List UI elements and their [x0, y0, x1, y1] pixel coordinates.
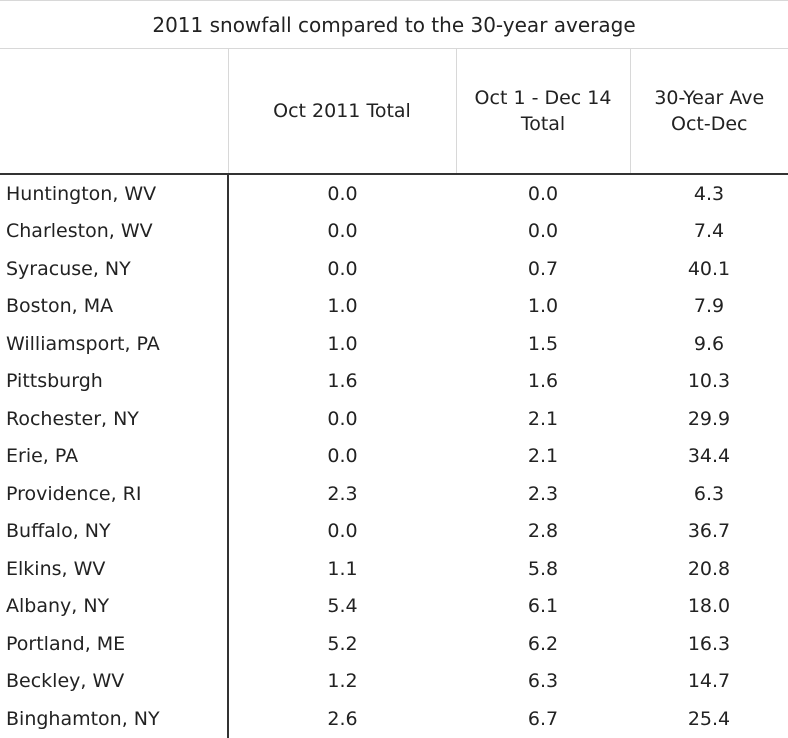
table-row: Providence, RI 2.3 2.3 6.3 — [0, 475, 788, 513]
title-row: 2011 snowfall compared to the 30-year av… — [0, 0, 788, 49]
city-cell: Pittsburgh — [0, 362, 229, 400]
table-row: Charleston, WV 0.0 0.0 7.4 — [0, 212, 788, 250]
table-row: Huntington, WV 0.0 0.0 4.3 — [0, 174, 788, 213]
table-title: 2011 snowfall compared to the 30-year av… — [0, 0, 788, 49]
value-cell: 2.3 — [527, 482, 559, 505]
value-cell: 0.0 — [527, 220, 559, 243]
city-cell: Charleston, WV — [0, 212, 229, 250]
city-cell: Williamsport, PA — [0, 325, 229, 363]
column-header: Oct 1 - Dec 14 Total — [455, 48, 630, 175]
table-row: Rochester, NY 0.0 2.1 29.9 — [0, 400, 788, 438]
table-row: Pittsburgh 1.6 1.6 10.3 — [0, 362, 788, 400]
city-cell: Syracuse, NY — [0, 250, 229, 288]
city-cell: Beckley, WV — [0, 662, 229, 700]
value-cell: 40.1 — [687, 257, 731, 280]
table-row: Albany, NY 5.4 6.1 18.0 — [0, 587, 788, 625]
value-cell: 25.4 — [687, 707, 731, 730]
value-cell: 0.0 — [327, 520, 358, 543]
value-cell: 5.2 — [327, 632, 358, 655]
value-cell: 0.0 — [327, 407, 358, 430]
city-cell: Rochester, NY — [0, 400, 229, 438]
value-cell: 18.0 — [687, 595, 731, 618]
value-cell: 0.0 — [327, 220, 358, 243]
value-cell: 1.0 — [327, 295, 358, 318]
table-row: Elkins, WV 1.1 5.8 20.8 — [0, 550, 788, 588]
table-row: Portland, ME 5.2 6.2 16.3 — [0, 625, 788, 663]
value-cell: 0.0 — [527, 182, 559, 205]
value-cell: 9.6 — [693, 332, 725, 355]
value-cell: 20.8 — [687, 557, 731, 580]
table-row: Williamsport, PA 1.0 1.5 9.6 — [0, 325, 788, 363]
value-cell: 0.0 — [327, 257, 358, 280]
table-row: Boston, MA 1.0 1.0 7.9 — [0, 287, 788, 325]
value-cell: 2.1 — [527, 407, 559, 430]
value-cell: 6.2 — [527, 632, 559, 655]
table-row: Buffalo, NY 0.0 2.8 36.7 — [0, 512, 788, 550]
city-cell: Buffalo, NY — [0, 512, 229, 550]
value-cell: 10.3 — [687, 370, 731, 393]
value-cell: 16.3 — [687, 632, 731, 655]
header-row: Oct 2011 Total Oct 1 - Dec 14 Total 30-Yea… — [0, 48, 788, 175]
value-cell: 1.0 — [327, 332, 358, 355]
value-cell: 6.1 — [527, 595, 559, 618]
value-cell: 2.3 — [327, 482, 358, 505]
column-header: Oct 2011 Total — [227, 48, 456, 175]
city-cell: Boston, MA — [0, 287, 229, 325]
table-row: Erie, PA 0.0 2.1 34.4 — [0, 437, 788, 475]
value-cell: 2.6 — [327, 707, 358, 730]
value-cell: 5.8 — [527, 557, 559, 580]
value-cell: 6.3 — [693, 482, 725, 505]
table-row: Syracuse, NY 0.0 0.7 40.1 — [0, 250, 788, 288]
city-cell: Huntington, WV — [0, 174, 229, 213]
value-cell: 6.3 — [527, 670, 559, 693]
value-cell: 5.4 — [327, 595, 358, 618]
value-cell: 1.6 — [527, 370, 559, 393]
value-cell: 1.2 — [327, 670, 358, 693]
corner-cell — [0, 48, 228, 175]
value-cell: 1.1 — [327, 557, 358, 580]
value-cell: 4.3 — [693, 182, 725, 205]
table-row: Binghamton, NY 2.6 6.7 25.4 — [0, 700, 788, 738]
table-row: Beckley, WV 1.2 6.3 14.7 — [0, 662, 788, 700]
value-cell: 14.7 — [687, 670, 731, 693]
value-cell: 2.8 — [527, 520, 559, 543]
value-cell: 0.7 — [527, 257, 559, 280]
value-cell: 0.0 — [327, 445, 358, 468]
city-cell: Erie, PA — [0, 437, 229, 475]
value-cell: 6.7 — [527, 707, 559, 730]
value-cell: 36.7 — [687, 520, 731, 543]
city-cell: Elkins, WV — [0, 550, 229, 588]
value-cell: 1.5 — [527, 332, 559, 355]
column-header: 30-Year Ave Oct-Dec — [629, 48, 788, 175]
city-cell: Portland, ME — [0, 625, 229, 663]
value-cell: 29.9 — [687, 407, 731, 430]
city-cell: Providence, RI — [0, 475, 229, 513]
value-cell: 2.1 — [527, 445, 559, 468]
value-cell: 1.6 — [327, 370, 358, 393]
city-cell: Binghamton, NY — [0, 700, 229, 738]
value-cell: 7.9 — [693, 295, 725, 318]
city-cell: Albany, NY — [0, 587, 229, 625]
value-cell: 0.0 — [327, 182, 358, 205]
value-cell: 7.4 — [693, 220, 725, 243]
value-cell: 34.4 — [687, 445, 731, 468]
value-cell: 1.0 — [527, 295, 559, 318]
